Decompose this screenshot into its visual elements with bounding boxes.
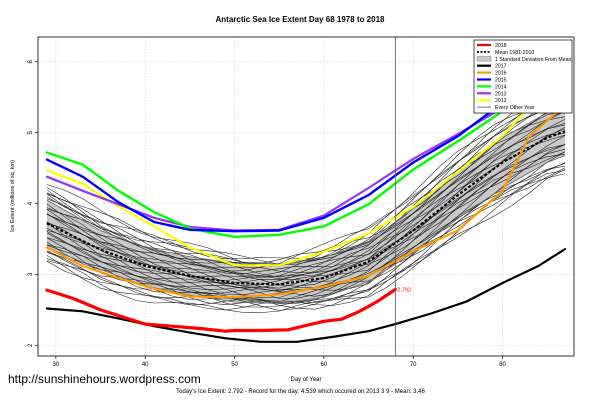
other-year-line — [46, 134, 566, 287]
other-year-line — [46, 111, 566, 275]
other-year-line — [46, 167, 566, 311]
y-tick-label: 5 — [28, 130, 34, 134]
other-year-line — [46, 101, 566, 266]
other-year-line — [46, 124, 566, 281]
other-year-line — [46, 144, 566, 296]
legend-label: 2015 — [495, 78, 507, 84]
series-line-2018 — [45, 287, 397, 333]
x-axis-label: Day of Year — [290, 377, 321, 383]
watermark-url: http://sunshinehours.wordpress.com — [8, 372, 201, 386]
y-tick-label: 4 — [28, 201, 34, 205]
legend-label: Every Other Year — [495, 105, 535, 111]
y-tick-label: 2 — [28, 343, 34, 347]
legend-label: 2014 — [495, 84, 507, 90]
legend-label: 2017 — [495, 64, 507, 70]
x-tick-label: 80 — [499, 362, 506, 368]
y-axis-label: Ice Extent (millions of sq. km) — [10, 160, 16, 232]
legend-label: Mean 1981-2010 — [495, 50, 534, 56]
y-tick-label: 3 — [28, 272, 34, 276]
legend-swatch — [476, 56, 492, 62]
x-tick-label: 40 — [142, 362, 149, 368]
legend-label: 2016 — [495, 71, 507, 77]
other-year-line — [46, 135, 566, 292]
chart-title: Antarctic Sea Ice Extent Day 68 1978 to … — [216, 15, 386, 24]
other-year-line — [46, 103, 566, 272]
std-dev-upper-line — [46, 102, 566, 265]
other-year-line — [46, 102, 566, 276]
legend-label: 1 Standard Deviation From Mean — [495, 57, 572, 63]
other-year-line — [46, 96, 566, 260]
other-year-line — [46, 128, 566, 289]
series-line-2014 — [45, 46, 567, 239]
x-tick-label: 70 — [410, 362, 417, 368]
x-tick-label: 30 — [53, 362, 60, 368]
mean-line — [46, 130, 566, 286]
other-year-line — [46, 170, 566, 311]
x-tick-label: 60 — [321, 362, 328, 368]
current-value-label: 2.792 — [397, 287, 411, 293]
legend-label: 2018 — [495, 43, 507, 49]
series-line-2016 — [45, 101, 567, 299]
legend-label: 2013 — [495, 91, 507, 97]
y-tick-label: 6 — [28, 59, 34, 63]
plot-frame — [37, 36, 575, 357]
other-year-line — [46, 90, 566, 265]
series-line-2012 — [45, 79, 567, 267]
x-tick-label: 50 — [231, 362, 238, 368]
legend-label: 2012 — [495, 98, 507, 104]
other-year-line — [46, 119, 566, 279]
chart-footer: Today's Ice Extent: 2.792 - Record for t… — [176, 389, 425, 395]
other-year-line — [46, 84, 566, 266]
